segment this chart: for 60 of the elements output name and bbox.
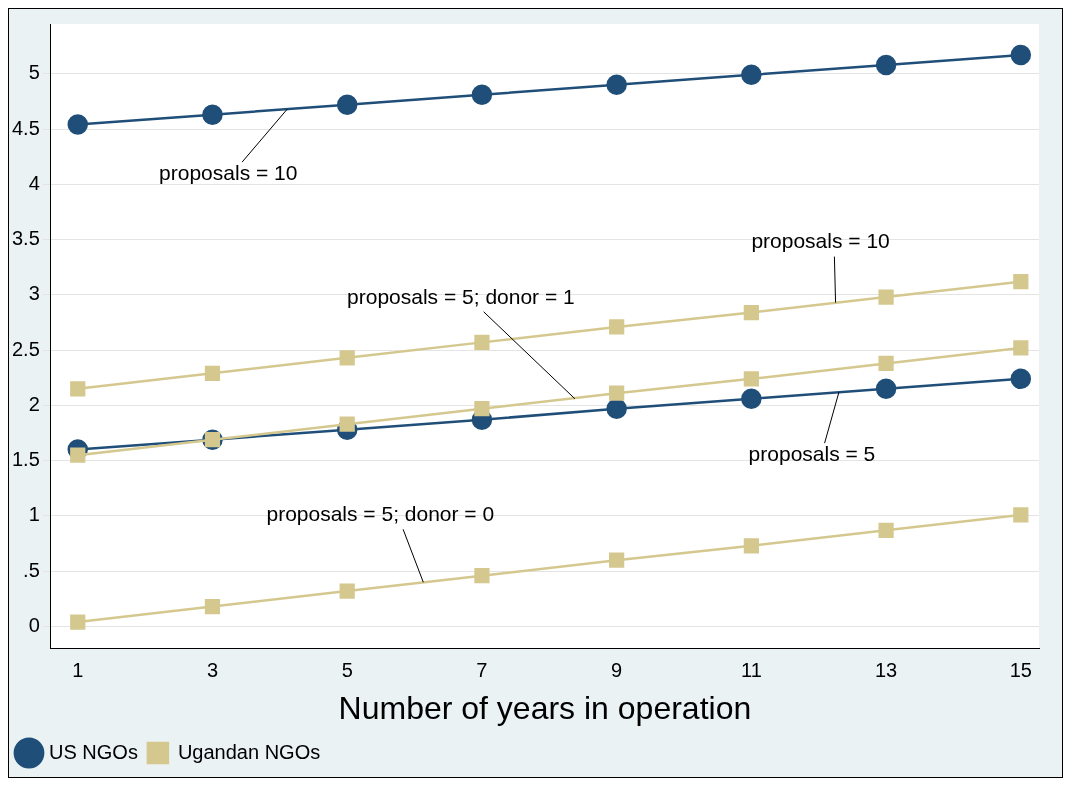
point [67,114,88,135]
x-tick-label: 13 [874,659,898,682]
point [204,365,221,381]
point [339,583,355,599]
point [336,94,358,115]
point [878,522,894,538]
y-tick-label: 1 [28,503,40,526]
y-tick-label: 0 [28,614,40,637]
point [606,74,627,96]
y-tick-label: 5 [28,61,40,84]
annotation: proposals = 5 [748,441,876,465]
x-tick-label: 11 [740,659,762,682]
point [70,381,86,397]
point [875,54,897,76]
y-tick-label: 1.5 [11,448,40,471]
point [875,378,897,400]
point [339,350,355,366]
x-tick-label: 1 [72,659,84,682]
point [1013,340,1029,356]
x-tick-label: 15 [1009,659,1032,682]
y-tick-label: .5 [23,558,40,581]
point [1013,507,1029,523]
point [741,388,762,410]
point [202,104,223,125]
point [609,319,625,335]
x-tick-label: 9 [611,659,623,682]
annotation: proposals = 10 [159,160,298,184]
point [204,598,221,615]
point [70,614,86,630]
point [878,289,894,305]
annotation: proposals = 5; donor = 0 [266,502,495,526]
legend-label: US NGOs [49,740,138,763]
point [743,538,759,554]
point [741,64,762,86]
x-axis-title: Number of years in operation [338,689,752,726]
y-tick-label: 3 [28,282,40,305]
y-tick-label: 4.5 [11,116,40,139]
legend-label: Ugandan NGOs [177,740,321,763]
point [1013,273,1029,290]
point [609,552,625,568]
point [474,568,490,584]
point [743,371,759,387]
point [606,398,627,419]
point [743,304,759,321]
point [1010,368,1032,390]
point [609,385,625,401]
y-tick-label: 2 [28,392,40,415]
annotation: proposals = 10 [751,229,890,253]
x-tick-label: 3 [206,659,219,682]
annotation: proposals = 5; donor = 1 [347,284,575,308]
point [474,334,490,350]
y-tick-label: 2.5 [11,337,40,360]
y-tick-label: 4 [28,171,40,194]
x-tick-label: 5 [341,659,353,682]
point [471,84,493,105]
y-tick-label: 3.5 [11,227,40,250]
point [878,355,894,371]
x-tick-label: 7 [476,659,488,682]
point [1010,44,1032,66]
point [474,401,490,417]
